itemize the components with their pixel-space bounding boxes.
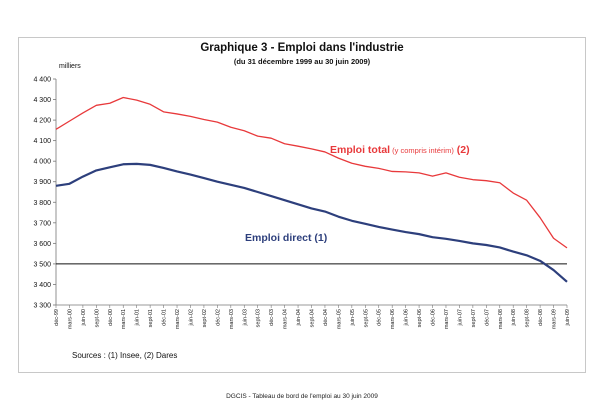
y-tick-label: 4 300 — [33, 97, 51, 104]
x-tick-label: sept-00 — [94, 309, 100, 327]
x-tick-label: juin-08 — [511, 309, 517, 327]
x-tick-label: mars-01 — [121, 309, 127, 329]
y-tick-label: 3 800 — [33, 200, 51, 207]
axes: 3 300 3 400 3 500 3 600 3 700 3 800 3 900 4 000… — [33, 77, 571, 330]
x-tick-label: déc-03 — [269, 309, 275, 326]
series-group — [55, 96, 568, 283]
x-tick-label: sept-04 — [310, 309, 316, 327]
series-labels: Emploi total (y compris intérim) (2) Empl… — [245, 144, 470, 244]
sources-note: Sources : (1) Insee, (2) Dares — [72, 351, 178, 360]
x-tick-label: sept-03 — [256, 309, 262, 327]
x-tick-label: mars-03 — [229, 309, 235, 329]
x-tick-label: juin-01 — [135, 309, 141, 327]
x-tick-label: déc-02 — [215, 309, 221, 326]
x-tick-label: sept-06 — [417, 309, 423, 327]
x-tick-label: juin-02 — [188, 309, 194, 327]
x-tick-label: mars-08 — [498, 309, 504, 329]
x-tick-label: juin-05 — [350, 309, 356, 327]
y-tick-label: 4 100 — [33, 138, 51, 145]
x-tick-label: mars-07 — [444, 309, 450, 329]
y-tick-label: 3 500 — [33, 261, 51, 268]
x-tick-label: mars-09 — [552, 309, 558, 329]
y-tick-label: 3 400 — [33, 282, 51, 289]
y-tick-label: 4 400 — [33, 77, 51, 84]
x-tick-label: sept-05 — [363, 309, 369, 327]
x-tick-label: déc-00 — [108, 309, 114, 326]
series-line-emploi-direct — [55, 162, 568, 283]
chart-title: Graphique 3 - Emploi dans l'industrie — [200, 42, 404, 54]
y-tick-label: 3 600 — [33, 241, 51, 248]
page-footer: DGCIS - Tableau de bord de l'emploi au 3… — [226, 393, 378, 400]
x-tick-label: sept-01 — [148, 309, 154, 327]
x-tick-label: déc-06 — [431, 309, 437, 326]
series-label-emploi-total: Emploi total (y compris intérim) (2) — [330, 144, 470, 156]
x-tick-label: sept-02 — [202, 309, 208, 327]
x-tick-label: juin-07 — [457, 309, 463, 327]
x-tick-label: sept-08 — [525, 309, 531, 327]
x-tick-label: déc-08 — [538, 309, 544, 326]
x-tick-label: déc-99 — [54, 309, 60, 326]
y-tick-label: 3 700 — [33, 220, 51, 227]
series-label-emploi-direct: Emploi direct (1) — [245, 232, 327, 244]
x-tick-label: déc-07 — [484, 309, 490, 326]
x-tick-label: mars-00 — [67, 309, 73, 329]
x-tick-label: mars-04 — [283, 309, 289, 329]
x-tick-label: mars-06 — [390, 309, 396, 329]
series-line-emploi-total — [55, 96, 568, 249]
x-tick-label: mars-02 — [175, 309, 181, 329]
x-tick-label: juin-04 — [296, 309, 302, 327]
x-tick-label: mars-05 — [336, 309, 342, 329]
x-tick-label: sept-07 — [471, 309, 477, 327]
y-tick-label: 4 200 — [33, 118, 51, 125]
y-tick-label: 4 000 — [33, 159, 51, 166]
x-tick-label: juin-00 — [81, 309, 87, 327]
y-tick-label: 3 300 — [33, 303, 51, 310]
x-tick-label: déc-01 — [162, 309, 168, 326]
chart-subtitle: (du 31 décembre 1999 au 30 juin 2009) — [233, 57, 371, 66]
y-axis-label: milliers — [59, 63, 81, 70]
x-tick-label: juin-06 — [404, 309, 410, 327]
x-tick-label: déc-04 — [323, 309, 329, 326]
x-tick-label: juin-09 — [565, 309, 571, 327]
y-tick-label: 3 900 — [33, 179, 51, 186]
x-tick-label: déc-05 — [377, 309, 383, 326]
chart-frame — [18, 37, 586, 373]
x-tick-label: juin-03 — [242, 309, 248, 327]
